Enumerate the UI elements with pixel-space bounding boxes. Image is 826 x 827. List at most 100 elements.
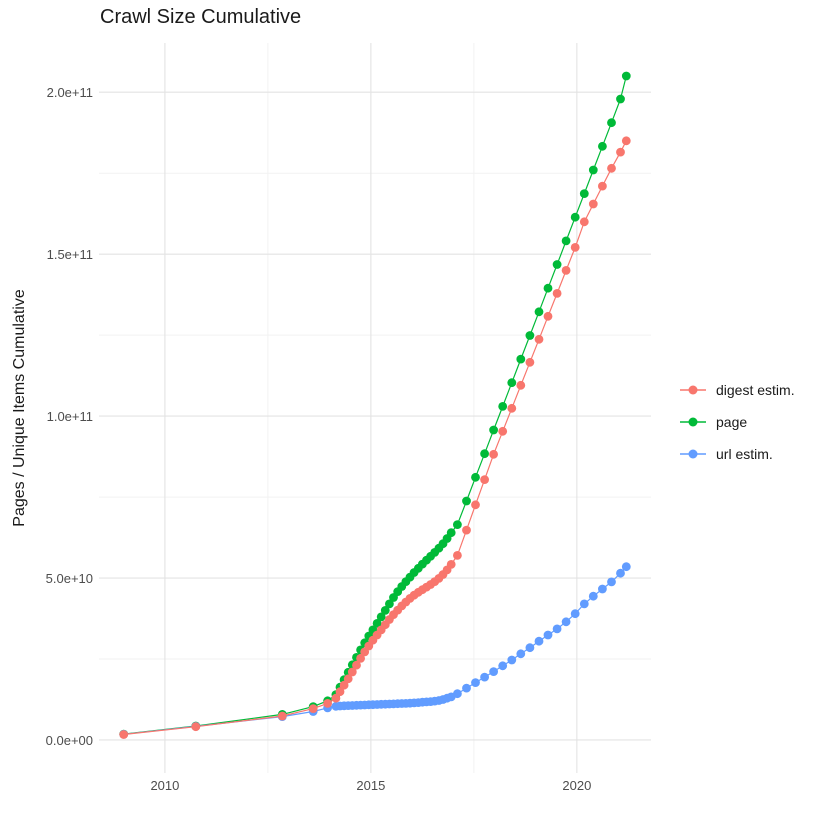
data-point-digest-estim (552, 289, 562, 298)
data-point-digest-estim (561, 266, 571, 275)
data-point-url-estim (552, 624, 562, 634)
data-point-digest-estim (343, 674, 353, 684)
data-point-page (385, 599, 394, 609)
data-point-page (376, 612, 386, 622)
data-point-digest-estim (480, 475, 489, 484)
x-tick-label: 2015 (356, 778, 386, 793)
data-point-page (588, 165, 598, 175)
y-tick-label: 0.0e+00 (45, 732, 93, 748)
data-point-url-estim (607, 577, 616, 587)
data-point-url-estim (543, 630, 553, 640)
data-point-digest-estim (323, 699, 332, 708)
data-point-page (534, 307, 544, 317)
data-point-page (453, 520, 462, 529)
data-point-page (471, 472, 480, 482)
data-point-digest-estim (352, 660, 361, 670)
data-point-url-estim (561, 617, 571, 627)
data-point-digest-estim (525, 357, 535, 367)
chart-title: Crawl Size Cumulative (100, 6, 302, 28)
data-point-page (621, 71, 631, 81)
data-point-page (543, 283, 553, 293)
y-tick-label: 2.0e+11 (46, 85, 93, 101)
data-point-digest-estim (516, 380, 526, 390)
y-tick-label: 1.0e+11 (46, 409, 93, 425)
legend-key-digest-estim-icon (680, 385, 706, 395)
series-line-digest-estim (123, 140, 627, 736)
x-tick-label: 2020 (562, 778, 592, 793)
data-point-page (525, 331, 535, 340)
data-point-digest-estim (543, 311, 553, 321)
data-point-digest-estim (356, 654, 365, 663)
data-point-url-estim (462, 683, 471, 693)
data-point-digest-estim (339, 680, 349, 690)
data-point-digest-estim (579, 217, 589, 227)
data-point-digest-estim (446, 560, 456, 569)
data-point-page (507, 378, 517, 388)
data-point-page (446, 528, 456, 538)
legend-key-point (688, 385, 698, 395)
data-point-page (561, 236, 571, 246)
y-tick-label: 1.5e+11 (46, 247, 93, 263)
legend: digest estim. page url estim. (680, 374, 795, 470)
data-point-page (570, 212, 580, 222)
data-point-url-estim (588, 591, 598, 601)
data-point-digest-estim (616, 147, 625, 157)
data-point-url-estim (453, 689, 462, 699)
data-point-url-estim (516, 649, 526, 659)
data-point-digest-estim (598, 181, 607, 191)
data-point-digest-estim (588, 199, 598, 209)
data-point-url-estim (525, 643, 535, 653)
legend-label-page: page (716, 414, 748, 430)
data-point-digest-estim (489, 449, 498, 459)
legend-item-digest-estim: digest estim. (680, 374, 795, 406)
data-point-url-estim (570, 609, 580, 619)
data-point-page (372, 619, 382, 628)
data-point-digest-estim (507, 403, 517, 413)
data-point-digest-estim (308, 704, 318, 713)
data-point-digest-estim (347, 667, 357, 677)
x-tick-label: 2010 (150, 778, 180, 793)
data-point-digest-estim (331, 693, 341, 703)
legend-label-digest-estim: digest estim. (716, 382, 795, 398)
legend-key-point (688, 417, 698, 427)
data-point-url-estim (471, 678, 480, 687)
data-point-digest-estim (335, 687, 345, 697)
legend-key-url-estim-icon (680, 449, 706, 459)
data-point-page (598, 141, 607, 151)
data-point-page (462, 496, 471, 506)
data-point-url-estim (480, 672, 489, 682)
legend-key-page-icon (680, 417, 706, 427)
data-point-page (616, 94, 625, 104)
data-point-url-estim (534, 636, 544, 646)
data-point-page (607, 118, 616, 128)
data-point-digest-estim (498, 426, 508, 436)
data-point-page (516, 354, 526, 364)
data-point-page (480, 449, 489, 459)
data-point-url-estim (579, 599, 589, 609)
data-point-digest-estim (471, 500, 480, 510)
legend-label-url-estim: url estim. (716, 446, 773, 462)
data-point-digest-estim (621, 136, 631, 146)
y-tick-label: 5.0e+10 (45, 571, 93, 587)
data-point-url-estim (489, 667, 498, 676)
data-point-url-estim (598, 584, 607, 594)
data-point-digest-estim (277, 711, 287, 721)
data-point-page (579, 189, 589, 199)
data-point-page (380, 606, 390, 615)
data-point-digest-estim (607, 163, 616, 173)
data-point-digest-estim (119, 730, 129, 739)
data-point-page (498, 402, 508, 411)
data-point-digest-estim (453, 551, 462, 560)
data-point-url-estim (616, 568, 625, 578)
data-point-digest-estim (191, 722, 201, 732)
data-point-digest-estim (462, 525, 471, 535)
legend-key-point (688, 449, 698, 459)
data-point-digest-estim (570, 243, 580, 252)
data-point-page (552, 260, 562, 269)
data-point-digest-estim (534, 334, 544, 344)
data-point-url-estim (498, 661, 508, 671)
legend-item-url-estim: url estim. (680, 438, 795, 470)
data-point-url-estim (507, 655, 517, 665)
series-line-url-estim (123, 566, 627, 735)
